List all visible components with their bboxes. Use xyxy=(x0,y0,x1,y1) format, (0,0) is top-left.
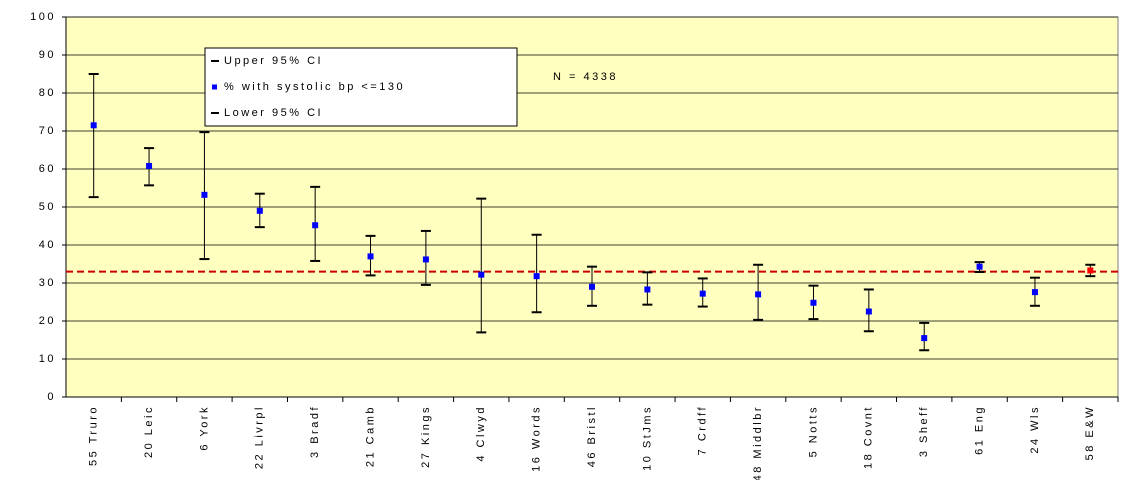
x-tick-label: 58 E&W xyxy=(1084,405,1096,460)
point xyxy=(644,286,651,293)
y-tick-label: 10 xyxy=(39,353,56,365)
point xyxy=(1031,289,1038,296)
point xyxy=(755,291,762,298)
y-tick-label: 0 xyxy=(47,391,56,403)
legend-symbol xyxy=(212,84,217,90)
x-tick-label: 24 Wls xyxy=(1029,405,1041,454)
point xyxy=(90,122,97,129)
x-tick-label: 21 Camb xyxy=(364,405,376,467)
y-tick-label: 40 xyxy=(39,239,56,251)
x-tick-label: 27 Kings xyxy=(420,405,432,468)
y-tick-label: 80 xyxy=(39,87,56,99)
x-tick-label: 3 Sheff xyxy=(918,405,930,457)
point xyxy=(810,299,817,306)
x-tick-label: 22 Livrpl xyxy=(254,405,266,469)
point xyxy=(589,283,595,290)
point xyxy=(256,207,263,214)
legend-label: % with systolic bp <=130 xyxy=(224,81,405,93)
point xyxy=(422,256,429,263)
legend-label: Upper 95% CI xyxy=(224,55,323,67)
x-tick-label: 4 Clwyd xyxy=(475,405,487,462)
point xyxy=(478,271,485,278)
x-tick-label: 46 Bristl xyxy=(586,405,598,467)
x-tick-label: 6 York xyxy=(198,405,210,451)
y-tick-label: 60 xyxy=(39,163,56,175)
point xyxy=(976,263,983,270)
legend-box xyxy=(204,47,518,127)
point xyxy=(533,273,540,280)
x-tick-label: 3 Bradf xyxy=(309,405,321,458)
y-tick-label: 90 xyxy=(39,49,56,61)
y-tick-label: 20 xyxy=(39,315,56,327)
y-tick-label: 70 xyxy=(39,125,56,137)
y-tick-label: 100 xyxy=(30,11,56,23)
point xyxy=(1087,267,1094,274)
x-tick-label: 20 Leic xyxy=(143,405,155,458)
x-tick-label: 16 Words xyxy=(531,405,543,472)
x-tick-label: 5 Notts xyxy=(807,405,819,457)
x-tick-label: 7 Crdff xyxy=(697,405,709,455)
x-tick-label: 10 StJms xyxy=(641,405,653,471)
x-tick-label: 18 Covnt xyxy=(863,405,875,469)
point xyxy=(201,191,208,198)
point xyxy=(312,222,319,229)
point xyxy=(865,308,872,315)
x-tick-label: 48 Middlbr xyxy=(752,405,764,480)
legend-label: Lower 95% CI xyxy=(224,107,323,119)
point xyxy=(921,335,928,342)
y-tick-label: 30 xyxy=(39,277,56,289)
point xyxy=(699,290,706,297)
y-tick-label: 50 xyxy=(39,201,56,213)
x-tick-label: 61 Eng xyxy=(973,405,985,455)
point xyxy=(146,162,153,169)
x-tick-label: 55 Truro xyxy=(88,405,100,466)
annotation: N = 4338 xyxy=(553,71,618,83)
point xyxy=(367,253,374,260)
